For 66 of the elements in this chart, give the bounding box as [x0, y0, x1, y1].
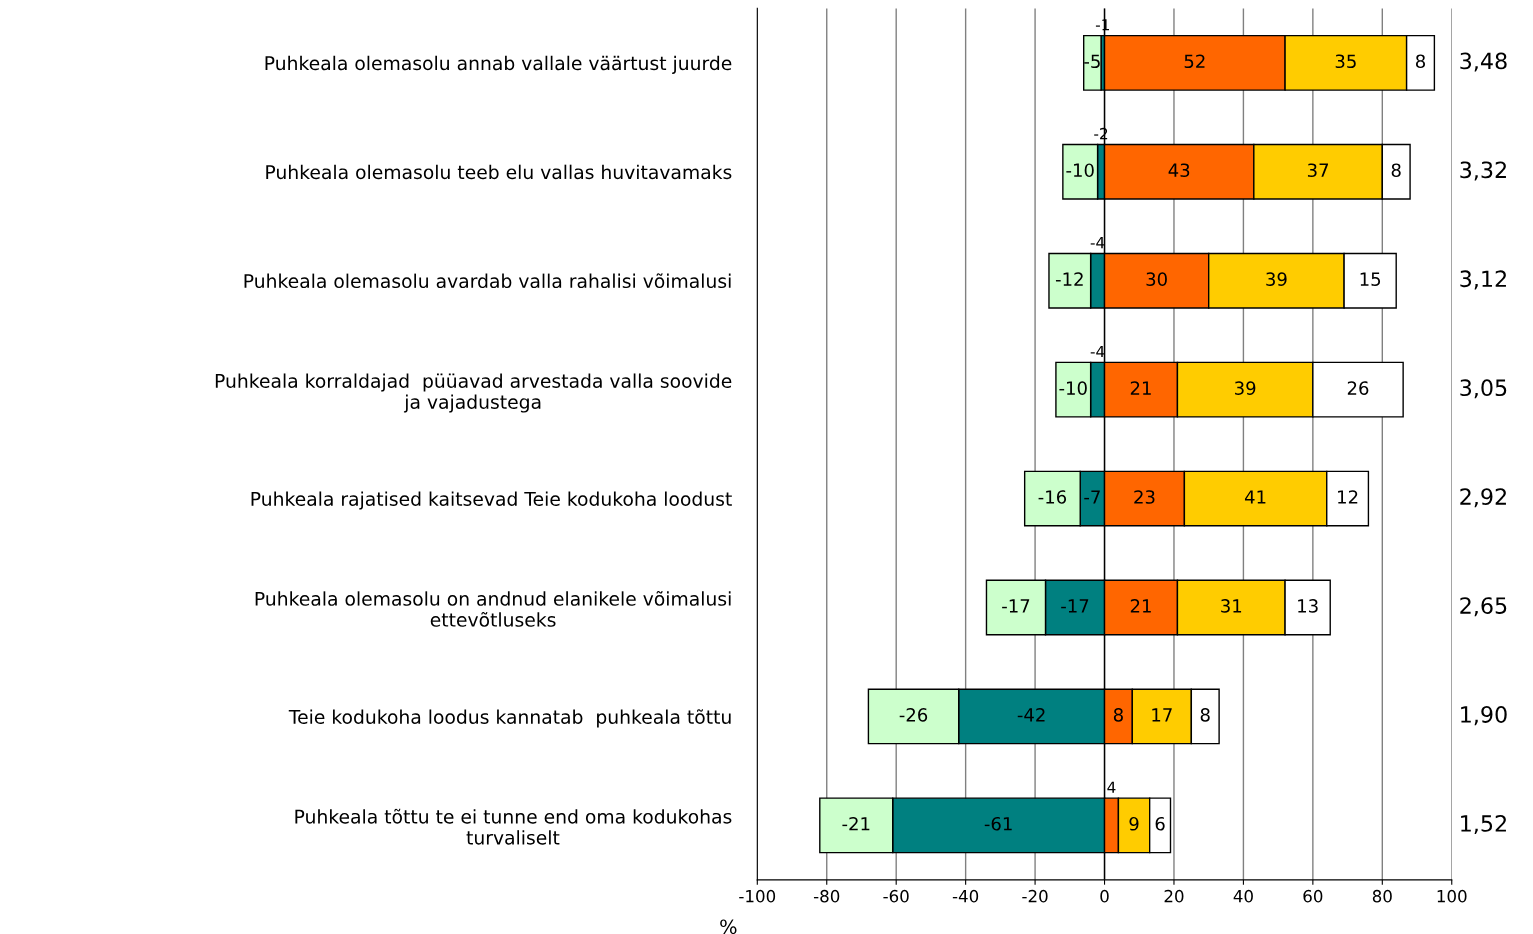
y-tick-label: Puhkeala olemasolu annab vallale väärtust juurde: [265, 55, 732, 74]
text: 3,32: [1460, 161, 1506, 181]
data-label: -5: [1084, 54, 1100, 69]
data-label: 9: [1129, 816, 1139, 831]
data-label: 13: [1298, 599, 1318, 613]
x-tick-label: 60: [1303, 889, 1323, 903]
data-label: 23: [1134, 490, 1155, 504]
data-label: -21: [842, 816, 870, 831]
data-label: 21: [1130, 599, 1151, 613]
data-label: -26: [899, 708, 928, 722]
y-tick-label: Teie kodukoha loodus kannatab puhkeala tõttu: [288, 709, 731, 728]
x-tick-label: -100: [739, 889, 776, 903]
data-label: -12: [1055, 272, 1083, 286]
data-label: -4: [1090, 237, 1105, 249]
x-tick-label: -60: [883, 889, 909, 903]
y-tick-label: Puhkeala rajatised kaitsevad Teie kodukoha loodust: [251, 491, 732, 510]
data-label: -4: [1090, 345, 1105, 358]
data-label: 35: [1335, 54, 1356, 69]
x-tick-label: -80: [813, 889, 840, 903]
data-label: 15: [1360, 272, 1381, 286]
data-label: 31: [1221, 599, 1242, 613]
data-label: 6: [1155, 816, 1165, 831]
y-tick-label: Puhkeala korraldajad püüavad arvestada valla soovide ja vajadustega: [215, 373, 732, 413]
text: 3,05: [1460, 379, 1507, 399]
data-label: -17: [1002, 599, 1030, 613]
data-label: 8: [1391, 163, 1401, 178]
text: 3,48: [1460, 52, 1507, 72]
data-label: -61: [984, 816, 1012, 831]
data-label: 12: [1338, 490, 1358, 504]
text: 2,92: [1460, 488, 1506, 508]
data-label: 52: [1184, 54, 1205, 69]
x-tick-label: 100: [1437, 889, 1467, 903]
text: 1,52: [1461, 815, 1506, 835]
data-label: 8: [1200, 708, 1210, 722]
data-label: -7: [1084, 490, 1100, 504]
data-label: -17: [1061, 599, 1089, 613]
data-label: 17: [1152, 708, 1172, 722]
y-tick-label: Puhkeala tõttu te ei tunne end oma kodukohas turvaliselt: [295, 808, 732, 845]
data-label: 41: [1244, 490, 1266, 504]
data-label: 21: [1130, 381, 1151, 395]
text: 2,65: [1460, 597, 1507, 617]
text: 1,90: [1461, 706, 1507, 726]
data-label: 26: [1347, 381, 1369, 395]
data-label: -16: [1038, 490, 1067, 504]
data-label: 8: [1113, 708, 1123, 722]
x-tick-label: 20: [1164, 889, 1184, 903]
data-label: 39: [1235, 381, 1256, 395]
data-label: 4: [1107, 781, 1116, 793]
data-label: -10: [1066, 163, 1094, 178]
data-label: 8: [1415, 54, 1426, 69]
y-tick-label: Puhkeala olemasolu on andnud elanikele võimalusi ettevõtluseks: [255, 590, 731, 627]
x-tick-label: -40: [952, 889, 979, 903]
x-tick-label: -20: [1022, 889, 1048, 903]
x-axis-title: %: [720, 919, 737, 934]
data-label: -10: [1059, 381, 1087, 395]
data-label: 30: [1146, 272, 1167, 286]
y-tick-label: Puhkeala olemasolu teeb elu vallas huvitavamaks: [266, 164, 732, 180]
data-label: 43: [1168, 163, 1190, 178]
x-tick-label: 40: [1233, 889, 1253, 903]
y-tick-label: Puhkeala olemasolu avardab valla rahalisi võimalusi: [244, 273, 731, 289]
data-label: -42: [1017, 708, 1045, 722]
data-label: 37: [1307, 163, 1329, 178]
x-tick-label: 0: [1100, 889, 1109, 903]
text: 3,12: [1460, 270, 1506, 290]
data-label: 39: [1266, 272, 1287, 286]
x-tick-label: 80: [1372, 889, 1392, 903]
